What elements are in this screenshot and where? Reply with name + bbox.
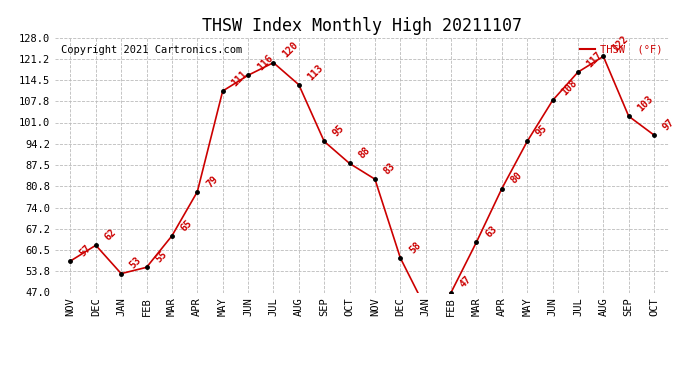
Text: 79: 79 [204, 174, 219, 189]
Text: 122: 122 [610, 34, 630, 54]
Title: THSW Index Monthly High 20211107: THSW Index Monthly High 20211107 [202, 16, 522, 34]
Text: 42: 42 [0, 374, 1, 375]
Text: 120: 120 [280, 40, 300, 60]
Text: 58: 58 [407, 240, 423, 255]
Text: 95: 95 [331, 123, 346, 139]
Text: 103: 103 [635, 94, 656, 113]
Text: 97: 97 [661, 117, 676, 132]
Text: 108: 108 [560, 78, 579, 98]
Text: 83: 83 [382, 161, 397, 176]
Text: 117: 117 [585, 50, 604, 69]
Text: 62: 62 [103, 227, 118, 243]
Text: 88: 88 [357, 145, 372, 160]
Text: 95: 95 [534, 123, 549, 139]
Legend: THSW  (°F): THSW (°F) [578, 43, 664, 57]
Text: 55: 55 [153, 249, 169, 264]
Text: 63: 63 [484, 224, 499, 239]
Text: 53: 53 [128, 255, 144, 271]
Text: Copyright 2021 Cartronics.com: Copyright 2021 Cartronics.com [61, 45, 243, 55]
Text: 111: 111 [230, 69, 249, 88]
Text: 113: 113 [306, 62, 325, 82]
Text: 57: 57 [77, 243, 92, 258]
Text: 80: 80 [509, 171, 524, 186]
Text: 65: 65 [179, 217, 195, 233]
Text: 47: 47 [458, 274, 473, 290]
Text: 116: 116 [255, 53, 275, 72]
